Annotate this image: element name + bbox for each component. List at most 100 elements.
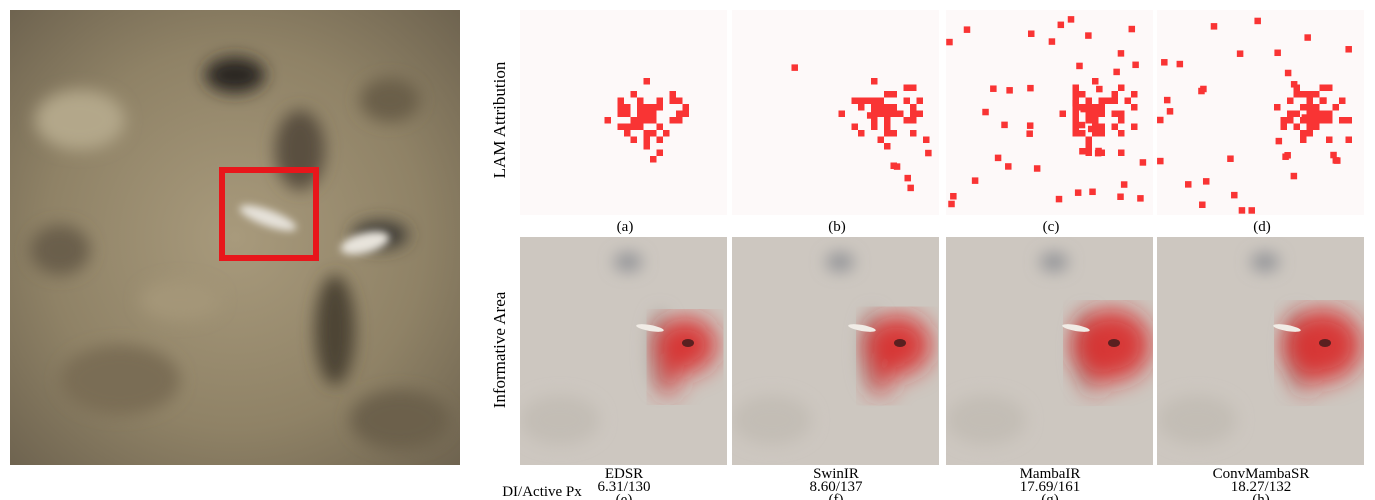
lam-pixel [1125,98,1132,105]
lam-pixel [1239,207,1246,214]
lam-pixel [1105,98,1112,105]
lam-pixel [631,124,638,131]
lam-pixel [657,124,664,131]
lam-pixel [1231,192,1238,199]
lam-pixel [1073,130,1080,137]
lam-pixel [1118,150,1125,157]
lam-pixel [650,130,657,137]
lam-pixel [1131,104,1138,111]
lam-pixel [1073,111,1080,118]
lam-pixel [1313,124,1320,131]
lam-pixel [1068,16,1075,23]
lam-pixel [1079,130,1086,137]
lam-pixel [1001,122,1008,129]
lam-pixel [631,137,638,144]
lam-pixel [1237,50,1244,57]
lam-pixel [1334,157,1341,164]
lam-pixel [867,112,874,119]
row-label: LAM Attribution [490,61,509,178]
heat-spot [870,353,890,397]
lam-pixel [1118,111,1125,118]
shadow [520,395,600,445]
lam-pixel [871,98,878,105]
shadow [946,395,1026,445]
lam-pixel [650,117,657,124]
object [1319,339,1331,347]
heat-spot [1295,353,1315,397]
lam-pixel [878,111,885,118]
lam-pixel [1099,130,1106,137]
lam-pixel [1112,91,1119,98]
shadow [826,253,854,271]
lam-pixel [1073,117,1080,124]
lam-pixel [1099,98,1106,105]
lam-pixel [670,98,677,105]
lam-pixel [891,91,898,98]
lam-pixel [1282,153,1289,160]
lam-pixel [1131,124,1138,131]
lam-pixel [990,85,997,92]
heat-spot [658,353,678,397]
metric-label: DI/Active Px [502,484,582,500]
lam-pixel [878,104,885,111]
lam-pixel [884,130,891,137]
lam-pixel [1121,181,1128,188]
lam-pixel [1096,86,1103,93]
lam-pixel [1132,62,1139,69]
lam-pixel [1079,122,1086,129]
lam-pixel [637,117,644,124]
lam-pixel [657,150,664,157]
lam-pixel [858,130,865,137]
lam-pixel [891,111,898,118]
lam-pixel [858,104,865,111]
area-map [520,237,727,465]
lam-pixel [1086,143,1093,150]
lam-pixel [1320,117,1327,124]
lam-pixel [1291,81,1298,88]
lam-pixel [839,111,846,118]
lam-pixel [884,143,891,150]
object [682,339,694,347]
lam-pixel [858,98,865,105]
lam-pixel [1287,111,1294,118]
lam-pixel [917,98,924,105]
lam-pixel [1086,98,1093,105]
lam-pixel [1339,117,1346,124]
lam-pixel [1307,98,1314,105]
aerial-image [10,10,460,465]
lam-pixel [910,104,917,111]
lam-pixel [910,111,917,118]
lam-pixel [644,143,651,150]
lam-pixel [644,137,651,144]
lam-pixel [1075,189,1082,196]
lam-pixel [982,109,989,116]
lam-pixel [637,124,644,131]
lam-pixel [1320,97,1327,104]
lam-pixel [1112,98,1119,105]
lam-pixel [884,91,891,98]
lam-pixel [1200,86,1207,93]
lam-pixel [1085,32,1092,39]
lam-pixel [1346,117,1353,124]
lam-pixel [897,111,904,118]
lam-pixel [891,104,898,111]
lam-pixel [1112,124,1119,131]
lam-pixel [1300,104,1307,111]
lam-pixel [1276,138,1283,145]
lam-pixel [1203,178,1210,185]
lam-pixel [657,137,664,144]
lam-pixel [1326,111,1333,118]
lam-pixel [1320,111,1327,118]
lam-pixel [972,177,979,184]
row-label: Informative Area [490,291,509,408]
lam-pixel [1307,124,1314,131]
lam-pixel [878,137,885,144]
lam-pixel [1027,85,1034,92]
lam-pixel [1291,173,1298,180]
page: {"row_labels": {"lam": "LAM Attribution"… [0,0,1375,500]
lam-pixel [1274,50,1281,57]
lam-pixel [663,130,670,137]
lam-pixel [1056,196,1063,203]
lam-pixel [1092,104,1099,111]
lam-pixel [618,124,625,131]
